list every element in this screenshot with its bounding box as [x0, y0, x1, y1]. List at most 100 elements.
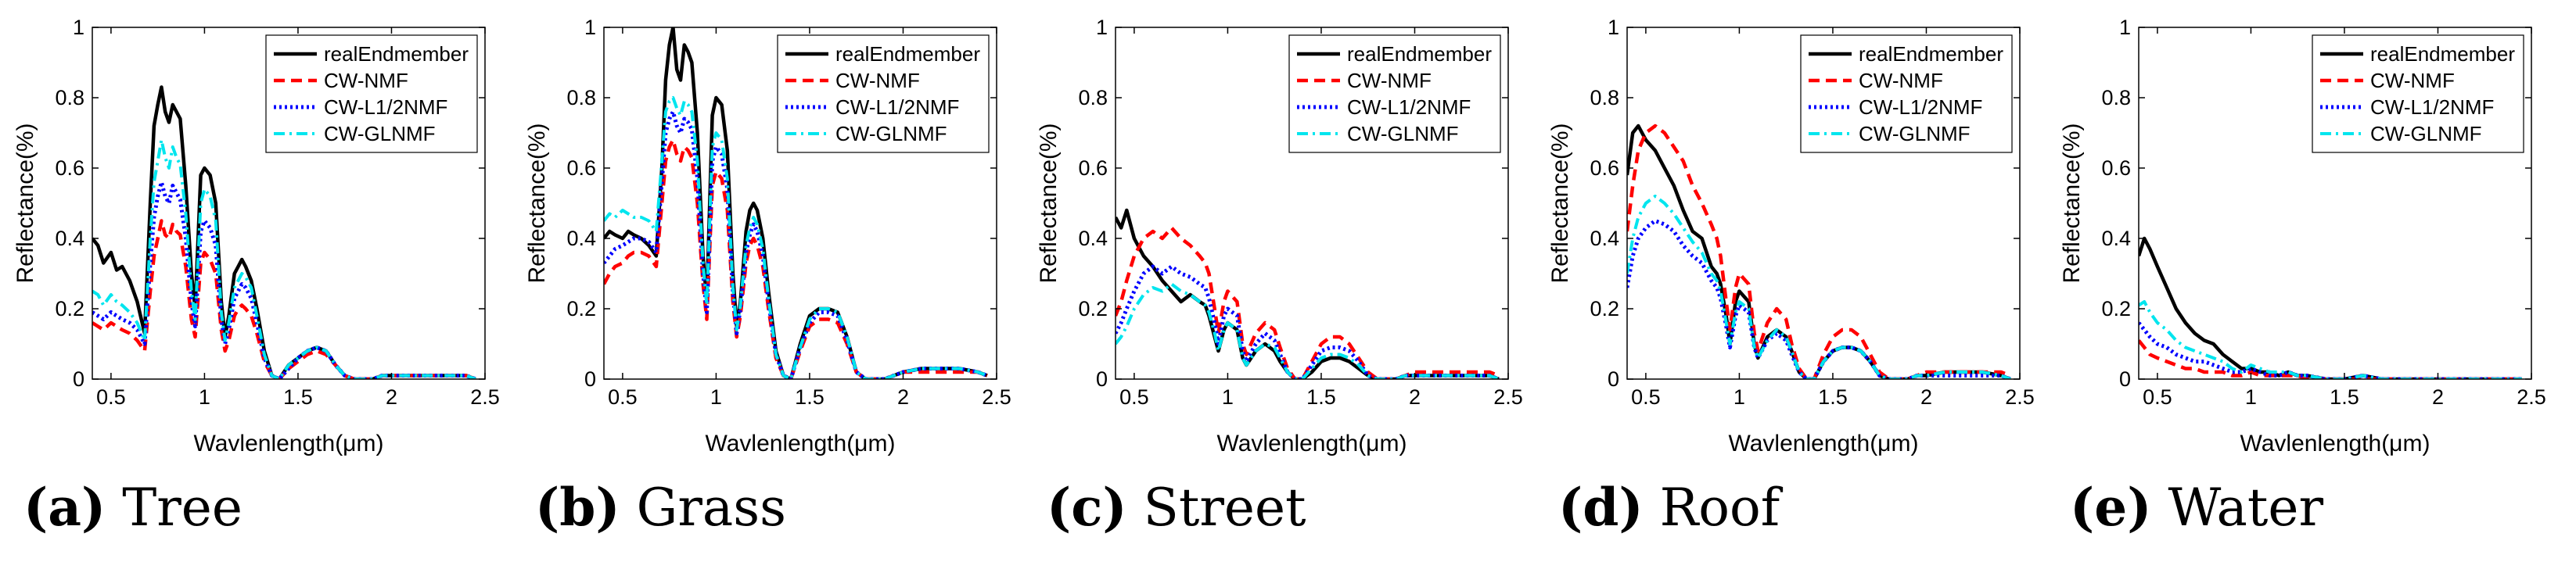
caption-b-label: (b) [535, 477, 620, 538]
legend-label: realEndmember [2370, 42, 2515, 66]
legend-label: CW-L1/2NMF [1347, 95, 1471, 119]
series-line-3 [1627, 219, 2011, 379]
panel-d: 0.5 1 1.5 2 2.5 0 0.2 0.4 0.6 0.8 1 Wavlenlength(μm… [1535, 0, 2043, 562]
caption-c: (c) Street [1047, 477, 1306, 538]
legend-label: CW-GLNMF [324, 122, 436, 145]
series-line-4 [1627, 195, 2011, 379]
panel-e: 0.5 1 1.5 2 2.5 0 0.2 0.4 0.6 0.8 1 Wavlenlength(μm… [2046, 0, 2555, 562]
y-tick-label: 0.4 [2101, 227, 2131, 250]
legend-label: realEndmember [835, 42, 980, 66]
y-tick-label: 0 [1608, 367, 1619, 391]
legend-label: CW-GLNMF [1859, 122, 1971, 145]
y-tick-label: 0.2 [2101, 297, 2131, 320]
caption-b-text: Grass [636, 478, 786, 538]
axes-box [1626, 27, 2021, 380]
legend: realEndmember CW-NMF CW-L1/2NMF CW-GLNMF [1800, 34, 2013, 153]
y-tick-label: 1 [1096, 16, 1108, 39]
y-tick-label: 0 [1096, 367, 1108, 391]
series-line-2 [2139, 339, 2522, 379]
legend-label: CW-L1/2NMF [2370, 95, 2494, 119]
y-axis-label: Reflectance(%) [1036, 123, 1062, 283]
x-tick-label: 2 [386, 385, 397, 409]
y-tick-label: 0.6 [55, 156, 84, 180]
legend-label: CW-GLNMF [1347, 122, 1459, 145]
y-tick-label: 1 [584, 16, 596, 39]
x-tick-label: 1 [1222, 385, 1234, 409]
x-tick-label: 1.5 [283, 385, 313, 409]
y-tick-label: 1 [1608, 16, 1619, 39]
y-tick-label: 1 [2119, 16, 2131, 39]
legend: realEndmember CW-NMF CW-L1/2NMF CW-GLNMF [777, 34, 990, 153]
y-tick-label: 0.8 [566, 86, 596, 109]
x-tick-label: 2 [2432, 385, 2444, 409]
series-line-4 [92, 138, 476, 379]
axes-box [2138, 27, 2532, 380]
legend-label: CW-NMF [2370, 69, 2455, 92]
x-axis-label: Wavlenlength(μm) [706, 431, 896, 456]
legend: realEndmember CW-NMF CW-L1/2NMF CW-GLNMF [2312, 34, 2524, 153]
series-line-1 [2139, 236, 2522, 379]
caption-a-text: Tree [122, 478, 243, 538]
y-tick-label: 0.4 [1078, 227, 1108, 250]
y-tick-label: 0 [73, 367, 84, 391]
caption-d-label: (d) [1558, 477, 1644, 538]
series-line-2 [1627, 123, 2011, 379]
series-line-3 [2139, 321, 2522, 379]
series-line-2 [92, 219, 476, 379]
axes-box [92, 27, 486, 380]
y-tick-label: 0.8 [1078, 86, 1108, 109]
x-tick-label: 1.5 [1818, 385, 1848, 409]
x-tick-label: 1 [710, 385, 722, 409]
caption-d-text: Roof [1659, 478, 1780, 538]
series-line-4 [1116, 282, 1500, 379]
axes-box [1115, 27, 1509, 380]
x-tick-label: 2.5 [2517, 385, 2546, 409]
y-tick-label: 0.2 [566, 297, 596, 320]
y-tick-label: 0.6 [2101, 156, 2131, 180]
x-tick-label: 2.5 [1493, 385, 1523, 409]
x-tick-label: 2.5 [2005, 385, 2035, 409]
y-axis-label: Reflectance(%) [1547, 123, 1573, 283]
legend-label: CW-GLNMF [835, 122, 947, 145]
x-axis-label: Wavlenlength(μm) [1217, 431, 1407, 456]
y-tick-label: 0.4 [566, 227, 596, 250]
y-tick-label: 0.4 [55, 227, 84, 250]
y-tick-label: 0.4 [1590, 227, 1619, 250]
caption-d: (d) Roof [1558, 477, 1780, 538]
x-tick-label: 2.5 [470, 385, 500, 409]
chart-d: 0.5 1 1.5 2 2.5 0 0.2 0.4 0.6 0.8 1 Wavlenlength(μm… [1547, 16, 2035, 456]
caption-c-text: Street [1143, 478, 1306, 538]
y-tick-label: 0.6 [1078, 156, 1108, 180]
legend-label: CW-NMF [1859, 69, 1943, 92]
series-line-2 [1116, 226, 1500, 379]
legend-label: CW-L1/2NMF [1859, 95, 1982, 119]
y-axis-label: Reflectance(%) [524, 123, 550, 283]
chart-c: 0.5 1 1.5 2 2.5 0 0.2 0.4 0.6 0.8 1 Wavlenlength(μm… [1036, 16, 1523, 456]
x-axis-label: Wavlenlength(μm) [1729, 431, 1919, 456]
y-axis-label: Reflectance(%) [2059, 123, 2085, 283]
x-tick-label: 2 [897, 385, 909, 409]
y-tick-label: 0 [2119, 367, 2131, 391]
legend-label: CW-NMF [835, 69, 920, 92]
chart-b: 0.5 1 1.5 2 2.5 0 0.2 0.4 0.6 0.8 1 Wavlenlength(μm… [524, 16, 1011, 456]
chart-e: 0.5 1 1.5 2 2.5 0 0.2 0.4 0.6 0.8 1 Wavlenlength(μm… [2059, 16, 2546, 456]
y-tick-label: 0.2 [1078, 297, 1108, 320]
legend-label: realEndmember [1859, 42, 2003, 66]
y-tick-label: 0.8 [55, 86, 84, 109]
legend-label: realEndmember [1347, 42, 1492, 66]
x-tick-label: 0.5 [1119, 385, 1149, 409]
legend-label: CW-NMF [324, 69, 408, 92]
caption-b: (b) Grass [535, 477, 786, 538]
panel-a: 0.5 1 1.5 2 2.5 0 0.2 0.4 0.6 0.8 1 Wavlenlength(μm… [0, 0, 508, 562]
series-line-1 [92, 85, 476, 379]
legend-label: CW-NMF [1347, 69, 1432, 92]
legend: realEndmember CW-NMF CW-L1/2NMF CW-GLNMF [265, 34, 478, 153]
caption-e-label: (e) [2070, 477, 2152, 538]
x-tick-label: 1 [199, 385, 210, 409]
x-tick-label: 0.5 [96, 385, 126, 409]
series-line-3 [1116, 264, 1500, 379]
legend-label: CW-L1/2NMF [324, 95, 447, 119]
series-line-1 [1116, 208, 1500, 379]
x-tick-label: 0.5 [2143, 385, 2172, 409]
